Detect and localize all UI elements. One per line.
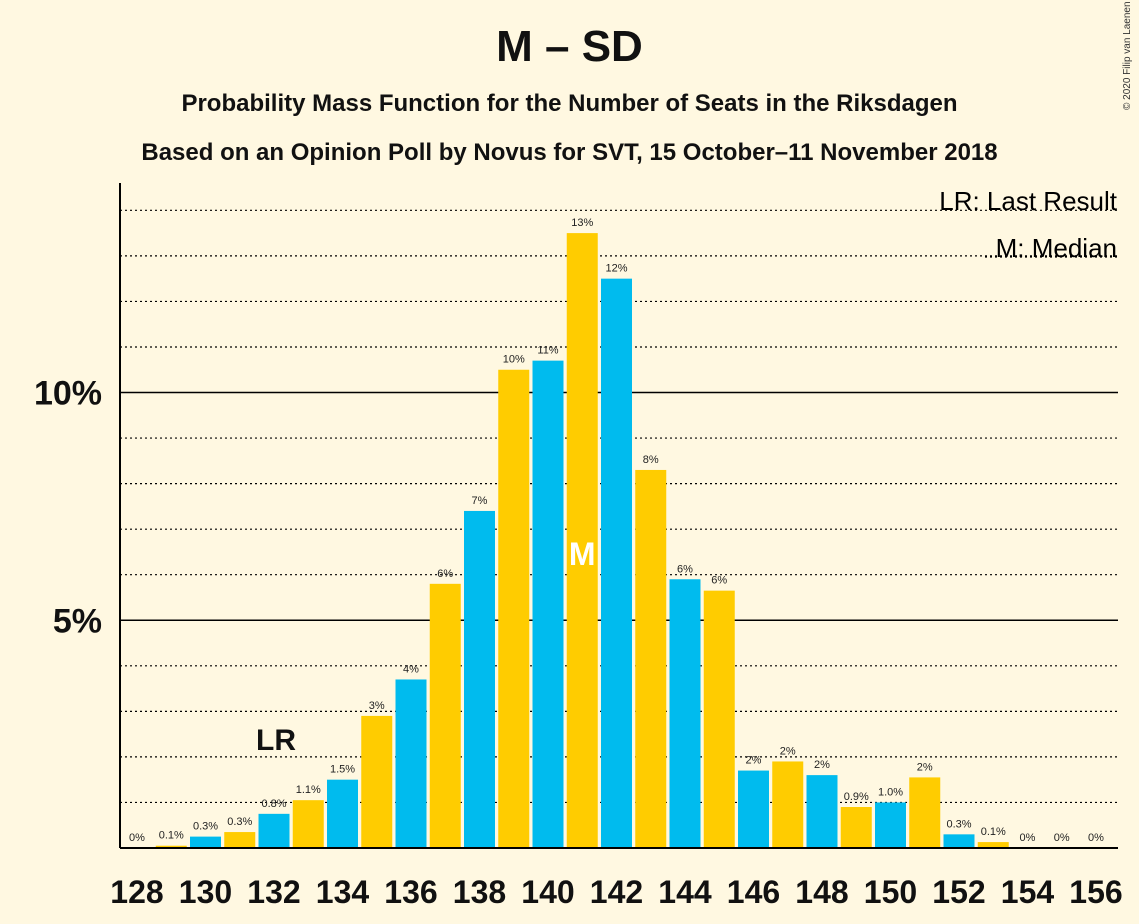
bar-149: [840, 807, 872, 848]
value-label-136: 4%: [403, 663, 419, 675]
bar-132: [258, 813, 290, 848]
value-label-135: 3%: [369, 700, 385, 712]
bar-147: [772, 761, 804, 848]
x-tick-label-142: 142: [590, 874, 643, 910]
x-tick-label-140: 140: [521, 874, 574, 910]
legend-last-result: LR: Last Result: [939, 186, 1118, 216]
axes: [119, 183, 1118, 849]
value-label-139: 10%: [503, 354, 525, 366]
value-label-145: 6%: [711, 575, 727, 587]
bar-138: [464, 510, 495, 848]
bar-136: [395, 679, 427, 848]
bar-152: [943, 834, 975, 848]
chart-subtitle-1: Probability Mass Function for the Number…: [181, 90, 958, 117]
value-label-154: 0%: [1020, 832, 1036, 844]
bar-133: [292, 800, 324, 848]
value-label-143: 8%: [643, 454, 659, 466]
bars: [155, 233, 1009, 849]
bar-143: [635, 469, 667, 848]
legend-median: M: Median: [996, 233, 1117, 263]
bar-148: [806, 775, 838, 848]
bar-137: [429, 583, 461, 848]
value-label-133: 1.1%: [296, 784, 321, 796]
bar-140: [532, 360, 564, 848]
value-label-156: 0%: [1088, 832, 1104, 844]
value-label-137: 6%: [437, 568, 453, 580]
x-tick-label-154: 154: [1001, 874, 1055, 910]
bar-134: [327, 779, 358, 848]
bar-144: [669, 579, 701, 848]
value-label-146: 2%: [746, 755, 762, 767]
bar-145: [703, 590, 735, 848]
x-tick-label-146: 146: [727, 874, 780, 910]
value-label-148: 2%: [814, 759, 830, 771]
value-label-132: 0.8%: [261, 798, 286, 810]
value-label-130: 0.3%: [193, 821, 218, 833]
median-marker: M: [569, 536, 596, 572]
y-tick-label-10: 10%: [34, 375, 102, 413]
value-label-128: 0%: [129, 832, 145, 844]
value-label-152: 0.3%: [946, 818, 971, 830]
x-tick-label-144: 144: [658, 874, 712, 910]
tick-labels: 5% 10% 128 130 132 134 136 138 140 142 144 146 148 15…: [34, 375, 1123, 910]
x-tick-label-128: 128: [110, 874, 163, 910]
bar-142: [601, 278, 632, 848]
value-label-138: 7%: [472, 495, 488, 507]
x-tick-label-148: 148: [795, 874, 848, 910]
value-label-151: 2%: [917, 761, 933, 773]
x-tick-label-136: 136: [384, 874, 437, 910]
value-label-150: 1.0%: [878, 786, 903, 798]
x-tick-label-138: 138: [453, 874, 506, 910]
value-label-134: 1.5%: [330, 764, 355, 776]
x-tick-label-150: 150: [864, 874, 917, 910]
value-label-149: 0.9%: [844, 791, 869, 803]
bar-130: [190, 836, 221, 848]
x-tick-label-156: 156: [1069, 874, 1122, 910]
last-result-marker: LR: [256, 724, 296, 757]
chart-title: M – SD: [496, 22, 643, 71]
bar-131: [224, 832, 256, 848]
value-label-129: 0.1%: [159, 830, 184, 842]
x-tick-label-132: 132: [247, 874, 300, 910]
x-tick-label-130: 130: [179, 874, 232, 910]
value-label-155: 0%: [1054, 832, 1070, 844]
value-label-141: 13%: [571, 217, 593, 229]
value-label-142: 12%: [605, 263, 627, 275]
gridlines: [120, 209, 1118, 804]
bar-141: [566, 233, 598, 849]
chart-subtitle-2: Based on an Opinion Poll by Novus for SV…: [141, 139, 998, 166]
value-labels: 0% 0.1% 0.3% 0.3% 0.8% 1.1% 1.5% 3% 4% 6% 7% 10% 11%…: [129, 217, 1104, 844]
x-tick-label-152: 152: [932, 874, 985, 910]
value-label-131: 0.3%: [227, 816, 252, 828]
bar-153: [977, 842, 1009, 848]
bar-129: [155, 845, 187, 848]
value-label-144: 6%: [677, 563, 693, 575]
y-tick-label-5: 5%: [53, 602, 102, 640]
value-label-140: 11%: [537, 345, 558, 357]
value-label-153: 0.1%: [981, 826, 1006, 838]
value-label-147: 2%: [780, 745, 796, 757]
bar-151: [909, 777, 941, 848]
x-tick-label-134: 134: [316, 874, 370, 910]
bar-139: [498, 369, 530, 848]
bar-146: [738, 770, 769, 848]
bar-135: [361, 715, 393, 848]
bar-150: [875, 802, 906, 848]
